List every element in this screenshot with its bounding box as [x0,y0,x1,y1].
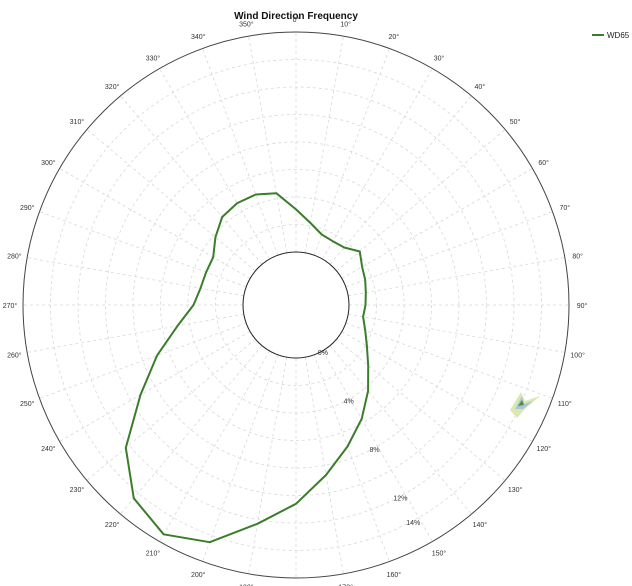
grid-ring [50,59,542,551]
angle-tick-labels: 0° 10° 20° 30° 40° 50° 60° 70° 80° 90° 100° 110° 120… [3,16,588,586]
angle-tick-label: 220° [105,521,120,529]
grid-spoke [304,36,344,253]
grid-spoke [341,168,533,279]
angle-tick-label: 70° [559,204,570,212]
angle-tick-label: 130° [508,486,523,494]
grid-spoke [313,48,390,256]
grid-spoke [329,95,472,265]
grid-spoke [59,331,251,442]
angle-tick-label: 90° [577,302,588,310]
grid-spoke [345,322,553,399]
grid-spoke [341,331,533,442]
angle-tick-label: 340° [191,33,206,41]
angle-tick-label: 20° [389,33,400,41]
grid-ring [77,86,515,524]
outer-circle [22,31,570,579]
grid-ring [105,114,487,496]
grid-spoke [313,354,390,562]
series-layer [124,192,370,544]
angle-tick-label: 270° [3,302,18,310]
angle-tick-label: 120° [536,445,551,453]
angle-tick-label: 200° [191,571,206,579]
angle-tick-label: 80° [572,252,583,260]
angle-tick-label: 300° [41,159,56,167]
chart-title: Wind Direction Frequency [234,11,358,22]
angle-tick-label: 100° [570,352,585,360]
grid-ring [187,196,405,414]
legend[interactable]: WD65 [592,31,630,40]
angle-tick-label: 260° [7,352,22,360]
radial-label: 12% [393,495,407,502]
grid-spoke [120,345,263,515]
angle-tick-label: 240° [41,445,56,453]
angle-tick-label: 190° [239,584,254,586]
angle-tick-label: 280° [7,252,22,260]
angle-tick-label: 30° [434,54,445,62]
angle-tick-label: 290° [20,204,35,212]
inner-circle [242,251,350,359]
grid-spoke [202,48,279,256]
grid-spoke [59,168,251,279]
radial-label: 4% [344,398,354,405]
grid-spoke [159,68,270,260]
grid-spoke [336,129,506,272]
grid-spoke [27,257,244,297]
grid-spoke [322,350,433,542]
angle-tick-label: 40° [475,83,486,91]
radial-label: 8% [369,447,379,454]
angle-tick-label: 150° [432,550,447,558]
compass-rose-icon [510,392,540,418]
grid-spoke [304,357,344,574]
grid-spoke [120,95,263,265]
grid-spoke [348,257,565,297]
grid-ring [160,169,432,441]
angle-tick-label: 320° [105,83,120,91]
angle-tick-label: 110° [558,400,572,408]
grid-spoke [86,129,256,272]
angle-tick-label: 230° [70,486,85,494]
angle-tick-label: 350° [239,20,254,28]
grid-spoke [159,350,270,542]
grid-spoke [202,354,279,562]
grid-spoke [345,211,553,288]
angle-tick-label: 60° [538,159,549,167]
series-line [124,192,370,544]
grid-spoke [348,313,565,353]
grid-spoke [248,36,288,253]
grid-spoke [39,211,247,288]
grid-spoke [39,322,247,399]
angle-tick-label: 140° [473,521,488,529]
radial-label: 0% [318,350,328,357]
angle-tick-label: 10° [340,20,351,28]
angle-tick-label: 50° [510,118,521,126]
polar-grid [22,31,570,579]
grid-spoke [322,68,433,260]
angle-tick-label: 310° [70,118,85,126]
grid-spoke [27,313,244,353]
grid-spoke [329,345,472,515]
grid-ring [215,224,377,386]
legend-label: WD65 [607,31,630,40]
angle-tick-label: 160° [387,571,402,579]
angle-tick-label: 210° [146,550,161,558]
angle-tick-label: 330° [146,54,161,62]
angle-tick-label: 170° [338,584,353,586]
angle-tick-label: 250° [20,400,35,408]
radial-ring-labels: 0% 4% 8% 12% 14% [318,350,420,527]
grid-spoke [336,338,506,481]
radial-label: 14% [406,520,420,527]
grid-spoke [248,357,288,574]
angle-tick-label: 0° [293,16,300,24]
grid-spoke [86,338,256,481]
